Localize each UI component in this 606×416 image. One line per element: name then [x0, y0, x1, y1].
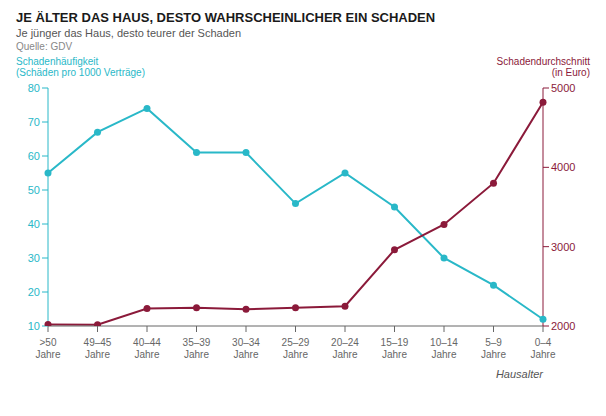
svg-text:40–44Jahre: 40–44Jahre: [133, 337, 161, 360]
html-text:Schadenhäufigkeit (Schäden pro: Schadenhäufigkeit (Schäden pro 1000 Vert…: [16, 56, 145, 78]
svg-text:30: 30: [28, 252, 40, 264]
html-text:Schadendurchschnitt (in Euro): Schadendurchschnitt (in Euro): [496, 56, 590, 78]
html-text:JE ÄLTER DAS HAUS, DESTO WAHRS: JE ÄLTER DAS HAUS, DESTO WAHRSCHEINLICHE…: [16, 10, 436, 25]
svg-text:35–39Jahre: 35–39Jahre: [183, 337, 211, 360]
svg-text:15–19Jahre: 15–19Jahre: [381, 337, 409, 360]
svg-text:4000: 4000: [551, 161, 575, 173]
svg-text:5–9Jahre: 5–9Jahre: [481, 337, 506, 360]
svg-text:30–34Jahre: 30–34Jahre: [232, 337, 260, 360]
svg-text:>50Jahre: >50Jahre: [35, 337, 60, 360]
svg-text:25–29Jahre: 25–29Jahre: [282, 337, 310, 360]
svg-text:50: 50: [28, 184, 40, 196]
svg-text:70: 70: [28, 116, 40, 128]
svg-text:3000: 3000: [551, 241, 575, 253]
svg-text:80: 80: [28, 82, 40, 94]
svg-text:Hausalter: Hausalter: [496, 368, 544, 378]
svg-text:10–14Jahre: 10–14Jahre: [430, 337, 458, 360]
svg-text:40: 40: [28, 218, 40, 230]
svg-text:60: 60: [28, 150, 40, 162]
svg-text:20–24Jahre: 20–24Jahre: [331, 337, 359, 360]
svg-text:20: 20: [28, 286, 40, 298]
svg-text:5000: 5000: [551, 82, 575, 94]
svg-text:49–45Jahre: 49–45Jahre: [84, 337, 112, 360]
svg-text:2000: 2000: [551, 320, 575, 332]
html-text:Je jünger das Haus, desto teur: Je jünger das Haus, desto teurer der Sch…: [16, 27, 241, 39]
html-text:Quelle: GDV: Quelle: GDV: [16, 41, 73, 52]
svg-text:0–4Jahre: 0–4Jahre: [530, 337, 555, 360]
svg-text:10: 10: [28, 320, 40, 332]
